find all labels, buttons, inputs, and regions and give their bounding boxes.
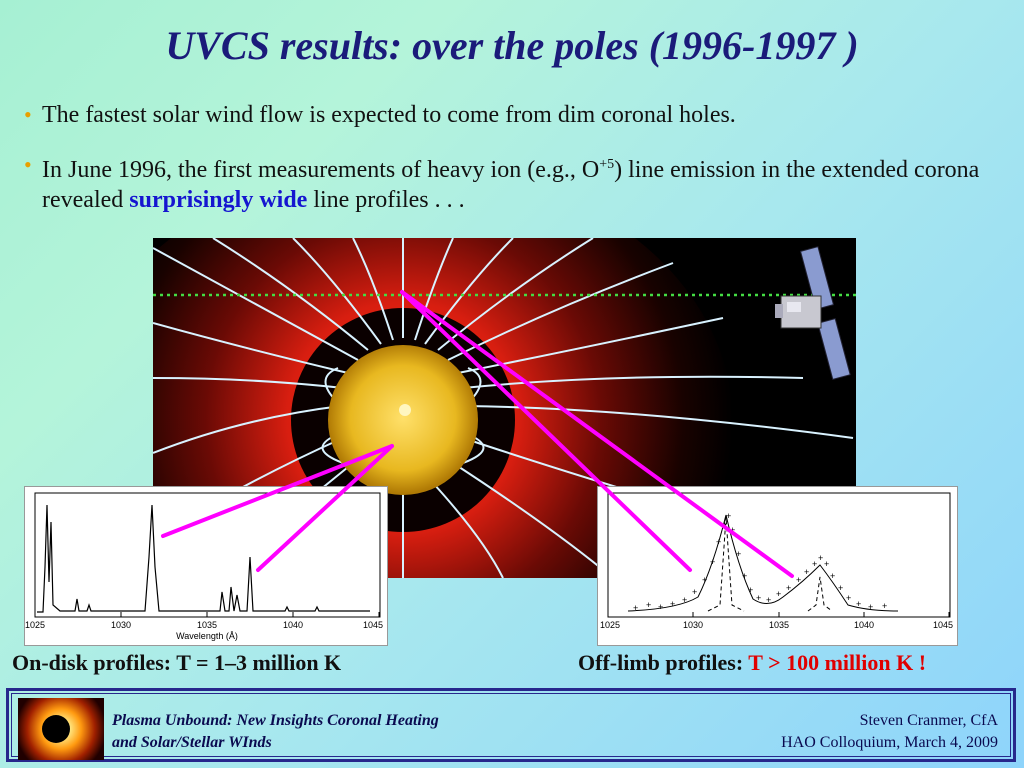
- talk-title-line-1: Plasma Unbound: New Insights Coronal Hea…: [112, 712, 439, 729]
- bullet-2: • In June 1996, the first measurements o…: [24, 150, 984, 215]
- svg-text:+: +: [804, 567, 809, 577]
- x-tick-label: 1035: [197, 620, 217, 630]
- svg-text:+: +: [682, 595, 687, 605]
- talk-info: Steven Cranmer, CfA HAO Colloquium, Marc…: [781, 710, 998, 754]
- on-disk-spectrum-plot: 1025 1030 1035 1040 1045 Wavelength (Å): [24, 486, 388, 646]
- x-tick-label: 1045: [363, 620, 383, 630]
- off-limb-caption-prefix: Off-limb profiles:: [578, 650, 749, 675]
- sun-disk: [328, 345, 478, 495]
- bullet-2-emphasis: surprisingly wide: [129, 187, 308, 213]
- svg-text:+: +: [846, 593, 851, 603]
- svg-text:+: +: [702, 575, 707, 585]
- on-disk-caption: On-disk profiles: T = 1–3 million K: [12, 650, 342, 675]
- svg-text:+: +: [882, 601, 887, 611]
- svg-text:+: +: [824, 559, 829, 569]
- svg-text:+: +: [633, 603, 638, 613]
- talk-title: Plasma Unbound: New Insights Coronal Hea…: [112, 710, 439, 754]
- solar-eclipse-logo-icon: [18, 698, 104, 760]
- svg-text:+: +: [710, 557, 715, 567]
- svg-text:+: +: [796, 575, 801, 585]
- svg-text:+: +: [730, 525, 735, 535]
- x-tick-label: 1025: [600, 620, 620, 630]
- svg-text:+: +: [812, 559, 817, 569]
- svg-text:+: +: [830, 571, 835, 581]
- bullet-dot-icon: •: [24, 102, 32, 127]
- on-disk-spectrum-line: [37, 504, 370, 613]
- svg-text:+: +: [658, 602, 663, 612]
- event: HAO Colloquium, March 4, 2009: [781, 734, 998, 751]
- x-tick-label: 1030: [683, 620, 703, 630]
- x-tick-label: 1035: [769, 620, 789, 630]
- off-limb-caption-highlight: T > 100 million K !: [748, 650, 927, 675]
- bullet-2-part-2: ) line emission in the extended corona r…: [42, 157, 980, 213]
- svg-text:+: +: [670, 599, 675, 609]
- svg-text:+: +: [692, 587, 697, 597]
- svg-text:+: +: [818, 553, 823, 563]
- off-limb-spectrum-plot: + + + + + + + + + + + + + + + + + + + + + + + + + + + + + + 10…: [597, 486, 958, 646]
- ion-superscript: +5: [599, 157, 615, 172]
- svg-text:+: +: [736, 549, 741, 559]
- x-tick-label: 1040: [283, 620, 303, 630]
- bright-spot: [399, 404, 411, 416]
- talk-title-line-2: and Solar/Stellar WInds: [112, 734, 272, 751]
- slide-title: UVCS results: over the poles (1996-1997 …: [165, 23, 859, 68]
- bullet-1-text: The fastest solar wind flow is expected …: [42, 102, 736, 128]
- svg-text:+: +: [766, 595, 771, 605]
- svg-text:+: +: [726, 511, 731, 521]
- x-tick-label: 1045: [933, 620, 953, 630]
- x-axis-label: Wavelength (Å): [176, 631, 238, 641]
- slide-footer: Plasma Unbound: New Insights Coronal Hea…: [6, 688, 1016, 762]
- off-limb-caption: Off-limb profiles: T > 100 million K !: [578, 650, 926, 676]
- bullet-1: • The fastest solar wind flow is expecte…: [24, 100, 984, 130]
- bullet-2-part-3: line profiles . . .: [307, 187, 465, 213]
- svg-text:+: +: [742, 571, 747, 581]
- x-tick-label: 1025: [25, 620, 45, 630]
- svg-text:+: +: [716, 537, 721, 547]
- svg-text:+: +: [786, 583, 791, 593]
- footer-frame: Plasma Unbound: New Insights Coronal Hea…: [11, 693, 1011, 760]
- author: Steven Cranmer, CfA: [859, 712, 998, 729]
- svg-text:+: +: [646, 600, 651, 610]
- fit-curve: [627, 514, 899, 612]
- bullet-2-text: In June 1996, the first measurements of …: [24, 150, 984, 215]
- bullet-dot-icon: •: [24, 152, 32, 177]
- svg-text:+: +: [756, 593, 761, 603]
- svg-text:+: +: [868, 602, 873, 612]
- svg-text:+: +: [776, 589, 781, 599]
- svg-text:+: +: [856, 599, 861, 609]
- x-tick-label: 1040: [854, 620, 874, 630]
- svg-text:+: +: [748, 585, 753, 595]
- svg-text:+: +: [838, 583, 843, 593]
- bullet-2-part-1: In June 1996, the first measurements of …: [42, 157, 600, 183]
- x-tick-label: 1030: [111, 620, 131, 630]
